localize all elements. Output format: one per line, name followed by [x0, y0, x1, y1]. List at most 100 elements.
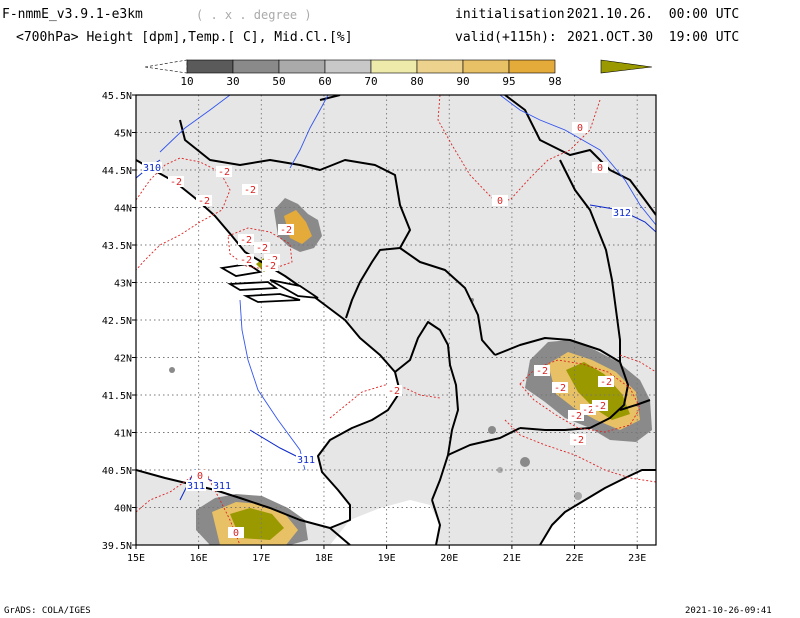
longitude-label: 20E [440, 553, 458, 564]
temp-contour-label: -2 [240, 235, 252, 246]
sea-area-ionian [330, 500, 440, 545]
colorbar-swatch [370, 59, 418, 74]
height-contour-312 [589, 204, 656, 233]
height-contour-label: 311 [187, 481, 205, 492]
cloud-speck [169, 367, 175, 373]
init-value: 2021.10.26. 00:00 UTC [567, 7, 740, 22]
temp-contour-label: 0 [197, 471, 203, 482]
colorbar-swatch [232, 59, 280, 74]
longitude-label: 16E [190, 553, 208, 564]
border-hungary-serbia [319, 95, 656, 216]
temp-label-bg [262, 260, 278, 271]
temp-contour-label: -2 [198, 196, 210, 207]
temp-contour-label: -2 [218, 167, 230, 178]
temp-label-bg [572, 122, 588, 133]
border-north-macedonia [494, 337, 629, 431]
river-danube [499, 95, 656, 226]
coastline-east-adriatic [136, 159, 401, 529]
temp-contour-minus2-macedonia [519, 359, 641, 433]
cloud-speck [520, 457, 530, 467]
temp-label-bg [534, 365, 550, 376]
temp-label-bg [492, 195, 508, 206]
rivers [159, 95, 656, 471]
colorbar-low-arrow [144, 59, 188, 74]
latitude-label: 41N [114, 429, 132, 440]
colorbar-label: 98 [548, 75, 561, 88]
latitude-label: 44N [114, 204, 132, 215]
field-description: <700hPa> Height [dpm],Temp.[ C], Mid.Cl.… [16, 30, 353, 45]
temp-contour-0-north [437, 95, 601, 201]
height-label-bg [296, 454, 316, 465]
colorbar-label: 10 [180, 75, 193, 88]
latitude-label: 40N [114, 504, 132, 515]
sea-area-aegean [540, 470, 656, 545]
temp-contour-label: -2 [554, 383, 566, 394]
temp-contour-label: 0 [597, 163, 603, 174]
temp-label-bg [592, 162, 608, 173]
colorbar-label: 95 [502, 75, 515, 88]
island-hvar [227, 281, 279, 291]
latitude-label: 45N [114, 129, 132, 140]
latitude-label: 40.5N [102, 466, 132, 477]
temp-contour-label: -2 [582, 405, 594, 416]
temp-contour-label: 0 [577, 123, 583, 134]
temp-contour-minus2-greece [504, 419, 656, 483]
colorbar-swatch [278, 59, 326, 74]
colorbar-label: 90 [456, 75, 469, 88]
border-serbia-kosovo [399, 247, 496, 356]
temp-label-bg [592, 400, 608, 411]
temp-contour-minus2-dalmatia [227, 227, 293, 271]
colorbar-label: 30 [226, 75, 239, 88]
model-title: F-nmmE_v3.9.1-e3km [2, 7, 143, 22]
temp-contour-label: -2 [600, 377, 612, 388]
height-label-bg [212, 480, 232, 491]
temp-label-bg [264, 254, 280, 265]
height-contour-311 [249, 429, 301, 459]
temp-label-bg [254, 242, 270, 253]
temp-label-bg [238, 234, 254, 245]
temp-label-bg [552, 382, 568, 393]
cloud-patch-central-bosnia-high [284, 210, 312, 244]
border-bosnia-serbia-montenegro [345, 247, 401, 319]
temp-contour-label: -2 [536, 366, 548, 377]
height-contour-label: 312 [613, 208, 631, 219]
coastlines-and-borders [136, 95, 656, 545]
latitude-label: 43N [114, 279, 132, 290]
latitude-label: 45.5N [102, 91, 132, 102]
height-label-bg [612, 207, 632, 218]
river-italy [239, 299, 306, 471]
latitude-label: 41.5N [102, 391, 132, 402]
colorbar-swatch [186, 59, 234, 74]
dalmatian-islands [219, 263, 319, 303]
border-serbia-bulgaria [559, 159, 621, 362]
footer-software: GrADS: COLA/IGES [4, 606, 91, 616]
latitude-label: 43.5N [102, 241, 132, 252]
latitude-label: 42N [114, 354, 132, 365]
latitude-label: 44.5N [102, 166, 132, 177]
temp-contour-label: -2 [594, 401, 606, 412]
latitude-label: 42.5N [102, 316, 132, 327]
init-label: initialisation: [455, 7, 573, 22]
temp-contour-label: -2 [256, 243, 268, 254]
temp-label-bg [196, 195, 212, 206]
temp-label-bg [168, 176, 184, 187]
sea-area-adriatic [136, 95, 400, 528]
footer-timestamp: 2021-10-26-09:41 [685, 606, 772, 616]
temp-label-bg [568, 410, 584, 421]
border-greece-north [447, 427, 521, 456]
colorbar-label: 70 [364, 75, 377, 88]
cloud-patch-macedonia-high [566, 362, 630, 420]
height-contour-label: 311 [297, 455, 315, 466]
temp-contour-label: -2 [240, 255, 252, 266]
height-contour-label: 311 [213, 481, 231, 492]
colorbar-swatch [416, 59, 464, 74]
temp-label-bg [278, 224, 294, 235]
temp-contour-label: -2 [170, 177, 182, 188]
temp-contour-minus2-west [136, 157, 231, 271]
cloud-speck [488, 426, 496, 434]
longitude-label: 18E [315, 553, 333, 564]
colorbar-label: 80 [410, 75, 423, 88]
coastline-italy [136, 469, 351, 545]
temp-contour-label: 0 [233, 528, 239, 539]
